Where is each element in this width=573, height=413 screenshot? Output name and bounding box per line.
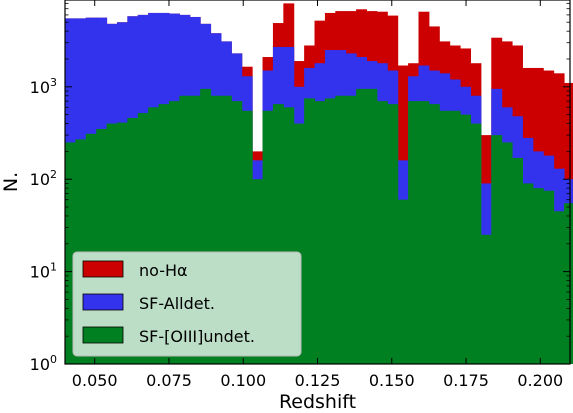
histogram-bar xyxy=(272,104,284,364)
y-tick-label: 101 xyxy=(30,261,57,282)
histogram-bar xyxy=(439,110,451,364)
histogram-bar xyxy=(241,110,253,364)
x-axis-ticks: 0.050 0.075 0.100 0.125 0.150 0.175 0.200 xyxy=(72,0,563,390)
histogram-bar xyxy=(376,101,388,365)
x-tick-label: 0.100 xyxy=(220,371,266,390)
histogram-bar xyxy=(397,199,409,364)
legend: no-Hα SF-Alldet. SF-[OIII]undet. xyxy=(72,251,302,357)
histogram-bar xyxy=(314,101,326,365)
legend-label: SF-[OIII]undet. xyxy=(139,327,255,346)
histogram-bar xyxy=(283,107,295,364)
histogram-bar xyxy=(85,133,97,364)
histogram-bar xyxy=(231,101,243,365)
x-tick-label: 0.175 xyxy=(443,371,489,390)
x-tick-label: 0.125 xyxy=(295,371,341,390)
x-tick-label: 0.150 xyxy=(369,371,415,390)
histogram-bar xyxy=(408,101,419,365)
histogram-bar xyxy=(387,104,399,364)
x-tick-label: 0.075 xyxy=(146,371,192,390)
histogram-bar xyxy=(543,190,555,364)
x-axis-label: Redshift xyxy=(279,391,356,413)
histogram-bar xyxy=(137,113,149,364)
histogram-bar xyxy=(148,107,160,364)
y-axis-ticks: 100 101 102 103 xyxy=(30,2,570,374)
histogram-bar xyxy=(168,101,180,365)
histogram-bar xyxy=(189,95,201,364)
histogram-bar xyxy=(200,88,212,365)
x-tick-label: 0.050 xyxy=(72,371,118,390)
histogram-bar xyxy=(179,95,191,364)
histogram-bar xyxy=(335,95,347,364)
legend-label: no-Hα xyxy=(139,261,188,280)
histogram-bar xyxy=(106,123,118,364)
histogram-bar xyxy=(96,128,108,364)
histogram-bar xyxy=(65,142,76,364)
histogram-bar xyxy=(564,203,573,364)
histogram-bar xyxy=(491,135,503,364)
histogram-bar xyxy=(356,88,368,365)
histogram-bar xyxy=(460,114,471,365)
histogram-bar xyxy=(449,110,461,364)
histogram-bar xyxy=(262,110,274,364)
x-tick-label: 0.200 xyxy=(517,371,563,390)
histogram-bar xyxy=(324,98,336,364)
histogram-bar xyxy=(553,211,565,364)
legend-frame xyxy=(72,251,302,357)
histogram-bar xyxy=(501,142,513,364)
histogram-bar xyxy=(116,122,128,364)
legend-swatch xyxy=(82,326,124,344)
histogram-bar xyxy=(512,157,523,364)
y-tick-label: 103 xyxy=(30,76,57,97)
histogram-bar xyxy=(418,101,430,365)
histogram-bar xyxy=(220,95,232,364)
histogram-bar xyxy=(293,123,305,364)
y-axis-label: N. xyxy=(0,172,22,192)
legend-label: SF-Alldet. xyxy=(139,294,215,313)
histogram-bar xyxy=(522,183,534,364)
histogram-bar xyxy=(480,234,492,364)
y-tick-label: 102 xyxy=(30,168,57,189)
legend-swatch xyxy=(82,293,124,311)
histogram-bar xyxy=(366,88,378,365)
histogram-bar xyxy=(127,117,139,364)
histogram-bar xyxy=(428,104,440,364)
histogram-bar xyxy=(532,188,544,364)
y-tick-label: 100 xyxy=(30,353,57,374)
histogram-bar xyxy=(345,95,357,364)
histogram-bar xyxy=(304,98,316,364)
histogram-bar xyxy=(158,104,170,364)
histogram-bar xyxy=(470,123,482,364)
legend-swatch xyxy=(82,260,124,278)
histogram-bar xyxy=(210,95,222,364)
bars-group xyxy=(65,3,573,365)
